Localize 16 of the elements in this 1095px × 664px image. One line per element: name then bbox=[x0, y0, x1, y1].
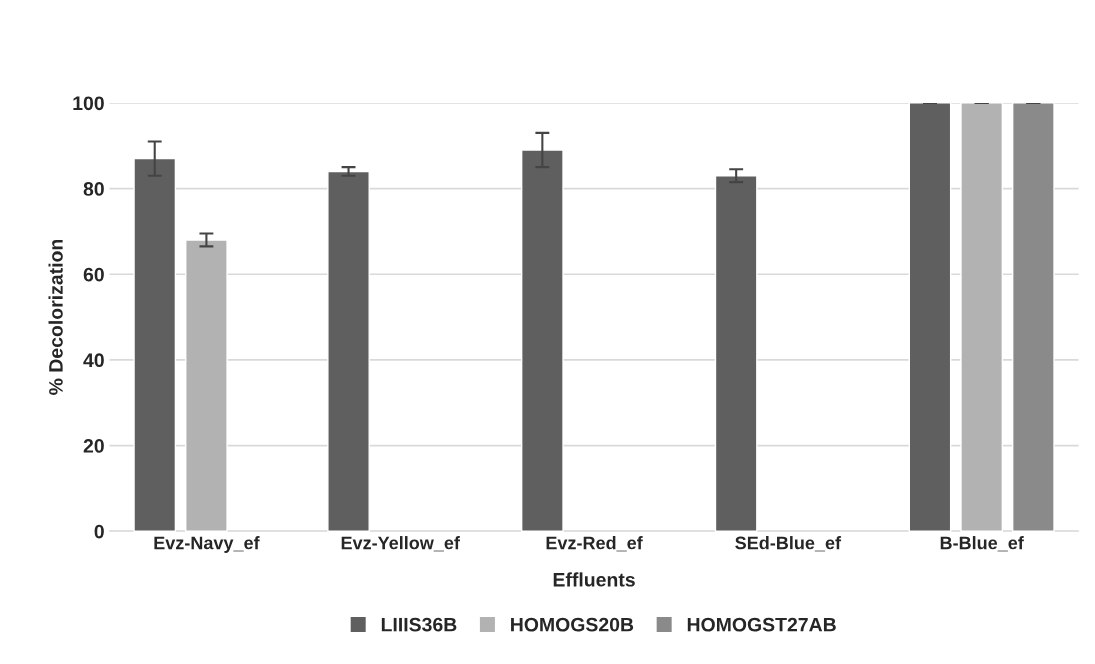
legend-label: LIIIS36B bbox=[381, 617, 457, 632]
y-tick-label: 0 bbox=[94, 524, 104, 539]
legend-label: HOMOGS20B bbox=[511, 617, 634, 632]
y-tick-label: 20 bbox=[83, 439, 104, 453]
x-tick-label: Evz-Navy_ef bbox=[154, 536, 260, 553]
x-tick-label: Evz-Yellow_ef bbox=[341, 536, 460, 552]
x-tick-label: Evz-Red_ef bbox=[546, 536, 643, 552]
y-tick-label: 100 bbox=[73, 96, 104, 111]
y-tick-label: 40 bbox=[83, 353, 104, 368]
y-axis-title: % Decolorization bbox=[48, 239, 63, 395]
y-tick-label: 80 bbox=[83, 182, 104, 196]
x-tick-label: SEd-Blue_ef bbox=[735, 536, 842, 552]
x-tick-label: B-Blue_ef bbox=[940, 536, 1024, 552]
x-axis-title: Effluents bbox=[553, 572, 635, 587]
y-tick-label: 60 bbox=[83, 267, 104, 282]
legend-label: HOMOGST27AB bbox=[687, 617, 836, 632]
